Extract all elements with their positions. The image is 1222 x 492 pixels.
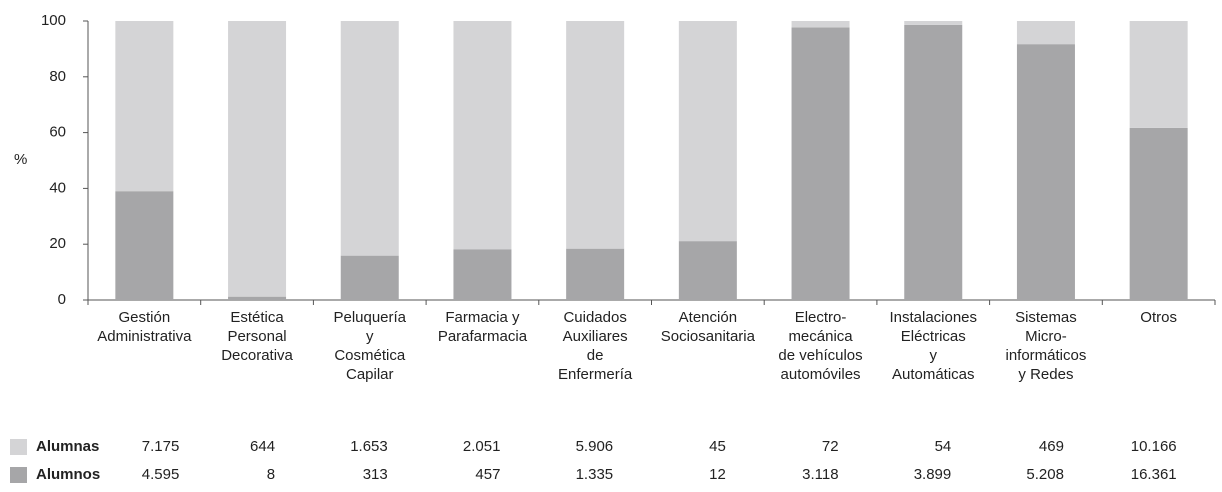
x-tick-label: Cuidados Auxiliares de Enfermería xyxy=(558,309,633,383)
legend-swatch xyxy=(10,439,27,455)
y-tick-label: 60 xyxy=(49,124,66,141)
x-tick-label: Peluquería y Cosmética Capilar xyxy=(333,309,407,383)
bar-segment xyxy=(340,255,399,300)
table-cell: 469 xyxy=(1038,438,1064,455)
bar-segment xyxy=(453,249,512,300)
table-cell: 45 xyxy=(709,438,726,455)
y-tick-label: 100 xyxy=(41,12,66,29)
table-cell: 1.653 xyxy=(350,438,388,455)
x-tick-label: Instalaciones Eléctricas y Automáticas xyxy=(889,309,978,383)
table-cell: 5.906 xyxy=(575,438,614,455)
legend-swatch xyxy=(10,467,27,483)
table-cell: 5.208 xyxy=(1026,466,1064,483)
table-cell: 10.166 xyxy=(1130,438,1177,455)
table-cell: 3.899 xyxy=(913,466,952,483)
y-tick-label: 40 xyxy=(49,179,66,196)
x-tick-label: Atención Sociosanitaria xyxy=(660,309,755,345)
x-tick-label: Electro- mecánica de vehículos automóvil… xyxy=(778,309,863,383)
x-tick-label: Estética Personal Decorativa xyxy=(221,309,293,364)
table-cell: 54 xyxy=(934,438,952,455)
bar-segment xyxy=(904,24,963,300)
x-tick-label: Sistemas Micro- informáticos y Redes xyxy=(1005,309,1087,383)
bar-segment xyxy=(566,21,625,249)
bar-segment xyxy=(1129,127,1188,301)
table-cell: 457 xyxy=(475,466,501,483)
bar-segment xyxy=(678,241,737,300)
table-cell: 8 xyxy=(266,466,276,483)
x-tick-label: Otros xyxy=(1140,309,1177,326)
bar-segment xyxy=(791,27,850,301)
y-tick-label: 0 xyxy=(58,291,66,308)
bar-segment xyxy=(678,21,737,242)
table-cell: 313 xyxy=(362,466,388,483)
bar-segment xyxy=(791,21,850,28)
table-cell: 3.118 xyxy=(802,466,839,483)
bar-segment xyxy=(228,296,287,300)
bar-segment xyxy=(115,21,174,192)
y-tick-label: 20 xyxy=(49,235,66,252)
bar-segment xyxy=(228,21,287,297)
table-cell: 7.175 xyxy=(141,438,180,455)
table-cell: 644 xyxy=(250,438,276,455)
bar-segment xyxy=(1016,21,1075,45)
y-axis-label: % xyxy=(14,151,27,168)
bar-segment xyxy=(566,248,625,300)
bar-segment xyxy=(453,21,512,250)
table-cell: 2.051 xyxy=(462,438,501,455)
table-cell: 72 xyxy=(821,438,839,455)
table-cell: 4.595 xyxy=(141,466,180,483)
bar-segment xyxy=(904,21,963,25)
bar-segment xyxy=(115,191,174,300)
table-cell: 16.361 xyxy=(1130,466,1177,483)
bar-segment xyxy=(340,21,399,256)
table-cell: 1.335 xyxy=(575,466,614,483)
bar-segment xyxy=(1129,21,1188,128)
legend-label: Alumnos xyxy=(36,466,101,483)
x-tick-label: Farmacia y Parafarmacia xyxy=(437,309,528,345)
legend-label: Alumnas xyxy=(36,438,100,455)
x-tick-label: Gestión Administrativa xyxy=(97,309,192,345)
bar-segment xyxy=(1016,44,1075,301)
y-tick-label: 80 xyxy=(49,68,66,85)
table-cell: 12 xyxy=(709,466,726,483)
